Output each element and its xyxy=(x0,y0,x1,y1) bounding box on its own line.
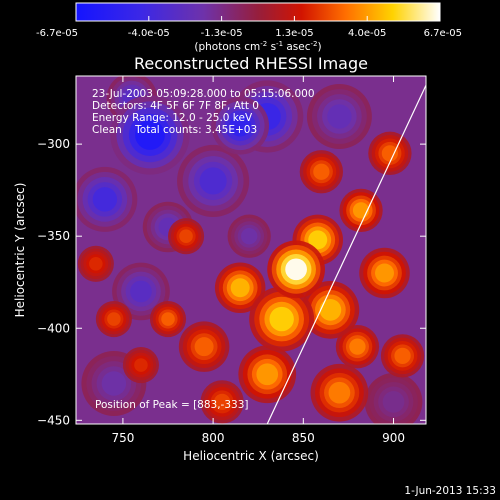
plot-frame xyxy=(75,75,427,425)
heatmap-blob xyxy=(194,337,214,357)
heatmap-blob xyxy=(130,280,152,303)
colorbar-tick-label: -6.7e-05 xyxy=(36,28,78,39)
heatmap-blob xyxy=(269,306,294,332)
heatmap-blob xyxy=(101,371,127,396)
overlay-clean-counts: Clean Total counts: 3.45E+03 xyxy=(92,124,257,136)
heatmap-blob xyxy=(92,187,118,212)
y-tick-label: −400 xyxy=(37,321,70,335)
colorbar-tick-label: -1.3e-05 xyxy=(201,28,243,39)
heatmap-blob xyxy=(382,391,405,413)
colorbar xyxy=(75,2,441,22)
heatmap-blob xyxy=(328,381,351,404)
heatmap-blob xyxy=(375,263,395,283)
heatmap-blob xyxy=(89,257,103,271)
y-axis-ticks: −300 −350 −400 −450 xyxy=(37,137,426,427)
x-axis-label: Heliocentric X (arcsec) xyxy=(183,449,319,463)
solar-limb-line xyxy=(266,84,426,424)
chart-title: Reconstructed RHESSI Image xyxy=(134,54,368,73)
heatmap-blob xyxy=(313,163,330,180)
colorbar-tick-label: -4.0e-05 xyxy=(128,28,170,39)
colorbar-tick-label: 4.0e-05 xyxy=(348,28,386,39)
heatmap-blob xyxy=(381,145,399,162)
heatmap-blobs xyxy=(76,76,425,424)
heatmap-blob xyxy=(135,119,165,150)
heatmap-blob xyxy=(256,363,279,386)
heatmap-blob xyxy=(394,347,411,365)
x-axis-ticks: 750 800 850 900 xyxy=(111,76,405,445)
heatmap-blob xyxy=(349,338,366,355)
colorbar-unit: (photons cm-2 s-1 asec-2) xyxy=(194,40,321,53)
colorbar-tick-label: 1.3e-05 xyxy=(275,28,313,39)
y-axis-label: Heliocentric Y (arcsec) xyxy=(13,183,27,318)
overlay-detectors: Detectors: 4F 5F 6F 7F 8F, Att 0 xyxy=(92,100,259,112)
heatmap-blob xyxy=(230,278,250,298)
x-tick-label: 850 xyxy=(292,431,315,445)
heatmap-blob xyxy=(179,229,193,243)
heatmap-blob xyxy=(327,104,352,129)
x-tick-label: 900 xyxy=(382,431,405,445)
x-tick-label: 750 xyxy=(111,431,134,445)
heatmap-blob xyxy=(161,312,175,326)
heatmap-blob xyxy=(285,258,307,281)
colorbar-tick-labels: -6.7e-05 -4.0e-05 -1.3e-05 1.3e-05 4.0e-05 6.… xyxy=(36,28,462,39)
y-tick-label: −300 xyxy=(37,137,70,151)
footer-date: 1-Jun-2013 15:33 xyxy=(404,485,496,497)
overlay-energy-range: Energy Range: 12.0 - 25.0 keV xyxy=(92,112,253,124)
colorbar-tick-label: 6.7e-05 xyxy=(424,28,462,39)
x-tick-label: 800 xyxy=(202,431,225,445)
heatmap-blob xyxy=(107,312,121,326)
heatmap-blob xyxy=(134,358,148,372)
heatmap-blob xyxy=(319,298,342,321)
heatmap xyxy=(76,76,426,424)
heatmap-blob xyxy=(199,167,227,195)
overlay-time-range: 23-Jul-2003 05:09:28.000 to 05:15:06.000 xyxy=(92,88,315,100)
y-tick-label: −450 xyxy=(37,413,70,427)
overlay-peak-position: Position of Peak = [883,-333] xyxy=(95,399,249,411)
heatmap-blob xyxy=(229,114,252,137)
heatmap-blob xyxy=(213,393,231,411)
y-tick-label: −350 xyxy=(37,229,70,243)
heatmap-blob xyxy=(308,230,328,250)
colorbar-ticks xyxy=(75,16,441,21)
heatmap-blob xyxy=(241,228,258,245)
